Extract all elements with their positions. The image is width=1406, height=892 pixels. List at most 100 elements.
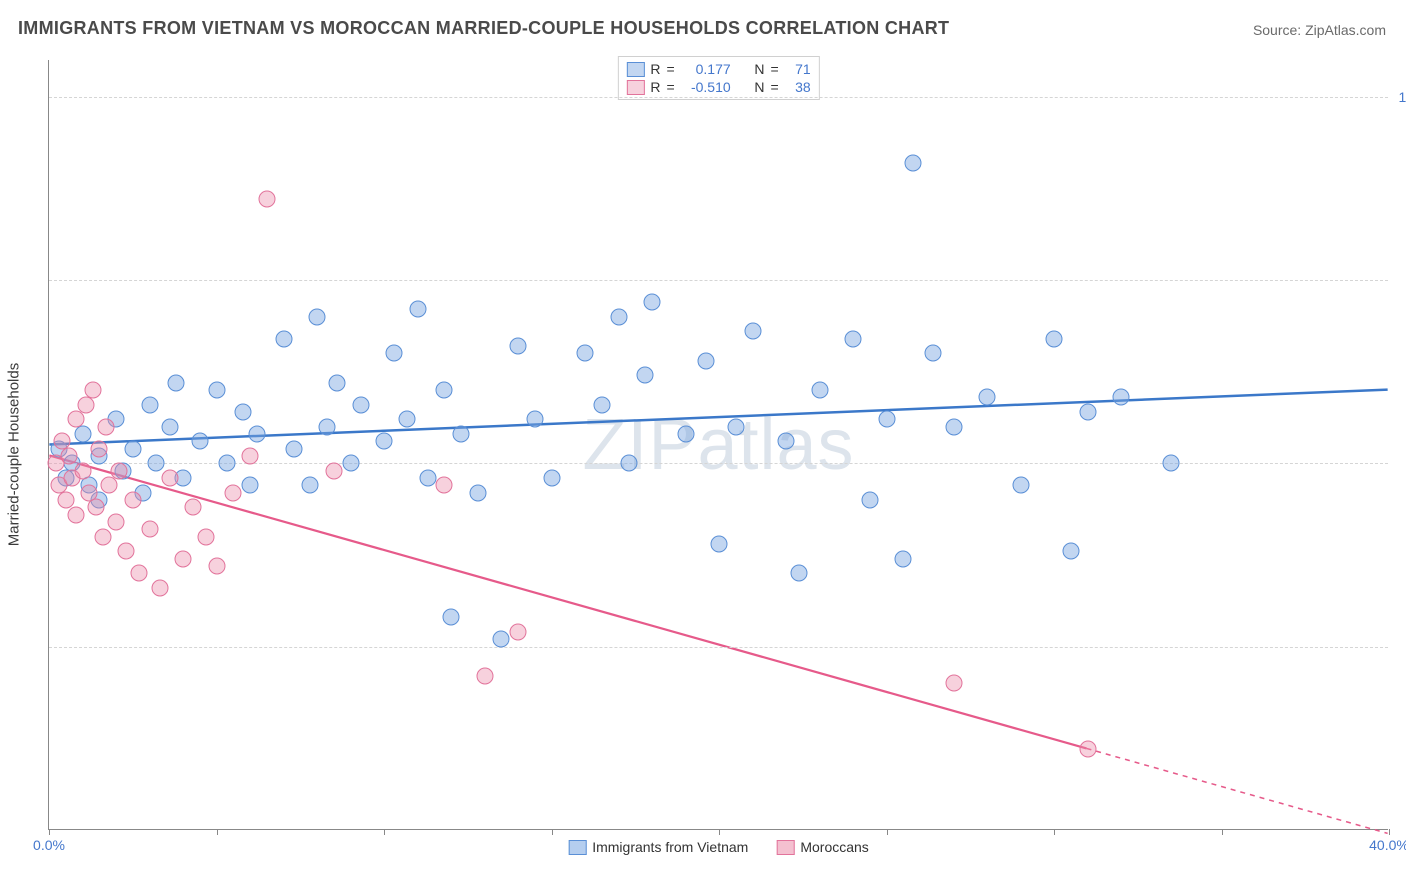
data-point — [1046, 330, 1063, 347]
data-point — [124, 440, 141, 457]
data-point — [248, 426, 265, 443]
data-point — [352, 396, 369, 413]
data-point — [124, 492, 141, 509]
data-point — [677, 426, 694, 443]
data-point — [593, 396, 610, 413]
data-point — [97, 418, 114, 435]
x-tick-label: 0.0% — [33, 837, 65, 853]
data-point — [302, 477, 319, 494]
data-point — [87, 499, 104, 516]
data-point — [74, 426, 91, 443]
data-point — [77, 396, 94, 413]
data-point — [744, 323, 761, 340]
data-point — [778, 433, 795, 450]
gridline-h — [49, 97, 1388, 98]
data-point — [329, 374, 346, 391]
gridline-h — [49, 647, 1388, 648]
data-point — [108, 514, 125, 531]
regression-line — [49, 455, 1086, 748]
data-point — [218, 455, 235, 472]
data-point — [610, 308, 627, 325]
source-link[interactable]: ZipAtlas.com — [1305, 22, 1386, 38]
gridline-h — [49, 280, 1388, 281]
data-point — [1163, 455, 1180, 472]
regression-lines — [49, 60, 1388, 829]
data-point — [845, 330, 862, 347]
r-value: 0.177 — [681, 61, 731, 77]
data-point — [711, 536, 728, 553]
data-point — [185, 499, 202, 516]
data-point — [791, 565, 808, 582]
data-point — [168, 374, 185, 391]
data-point — [1113, 389, 1130, 406]
data-point — [118, 543, 135, 560]
data-point — [510, 624, 527, 641]
r-label: R — [650, 79, 660, 95]
n-label: N — [754, 79, 764, 95]
y-axis-title: Married-couple Households — [6, 363, 23, 546]
data-point — [979, 389, 996, 406]
n-value: 38 — [785, 79, 811, 95]
data-point — [577, 345, 594, 362]
r-label: R — [650, 61, 660, 77]
data-point — [409, 301, 426, 318]
data-point — [526, 411, 543, 428]
data-point — [493, 631, 510, 648]
data-point — [637, 367, 654, 384]
data-point — [443, 609, 460, 626]
legend-label: Moroccans — [800, 839, 868, 855]
data-point — [342, 455, 359, 472]
data-point — [235, 404, 252, 421]
data-point — [309, 308, 326, 325]
data-point — [945, 675, 962, 692]
data-point — [1062, 543, 1079, 560]
data-point — [1012, 477, 1029, 494]
data-point — [620, 455, 637, 472]
legend-label: Immigrants from Vietnam — [592, 839, 748, 855]
data-point — [161, 470, 178, 487]
data-point — [319, 418, 336, 435]
data-point — [399, 411, 416, 428]
source-attribution: Source: ZipAtlas.com — [1253, 22, 1386, 38]
data-point — [476, 668, 493, 685]
data-point — [644, 294, 661, 311]
data-point — [811, 382, 828, 399]
data-point — [543, 470, 560, 487]
x-tick — [49, 829, 50, 835]
stats-legend-row: R = -0.510 N = 38 — [626, 79, 810, 95]
legend-swatch — [776, 840, 794, 855]
legend-swatch — [626, 80, 644, 95]
x-tick — [1222, 829, 1223, 835]
data-point — [225, 484, 242, 501]
data-point — [275, 330, 292, 347]
x-tick — [1054, 829, 1055, 835]
x-tick — [384, 829, 385, 835]
data-point — [131, 565, 148, 582]
data-point — [198, 528, 215, 545]
data-point — [141, 521, 158, 538]
chart-title: IMMIGRANTS FROM VIETNAM VS MOROCCAN MARR… — [18, 18, 949, 39]
data-point — [727, 418, 744, 435]
data-point — [510, 338, 527, 355]
data-point — [905, 154, 922, 171]
data-point — [67, 506, 84, 523]
data-point — [94, 528, 111, 545]
r-value: -0.510 — [681, 79, 731, 95]
x-tick — [552, 829, 553, 835]
x-tick — [887, 829, 888, 835]
data-point — [1079, 741, 1096, 758]
data-point — [697, 352, 714, 369]
data-point — [67, 411, 84, 428]
data-point — [61, 448, 78, 465]
data-point — [878, 411, 895, 428]
data-point — [258, 191, 275, 208]
data-point — [469, 484, 486, 501]
legend-swatch — [568, 840, 586, 855]
data-point — [861, 492, 878, 509]
data-point — [1079, 404, 1096, 421]
data-point — [436, 382, 453, 399]
data-point — [141, 396, 158, 413]
plot-area: ZIPatlas R = 0.177 N = 71R = -0.510 N = … — [48, 60, 1388, 830]
data-point — [242, 477, 259, 494]
x-tick-label: 40.0% — [1369, 837, 1406, 853]
